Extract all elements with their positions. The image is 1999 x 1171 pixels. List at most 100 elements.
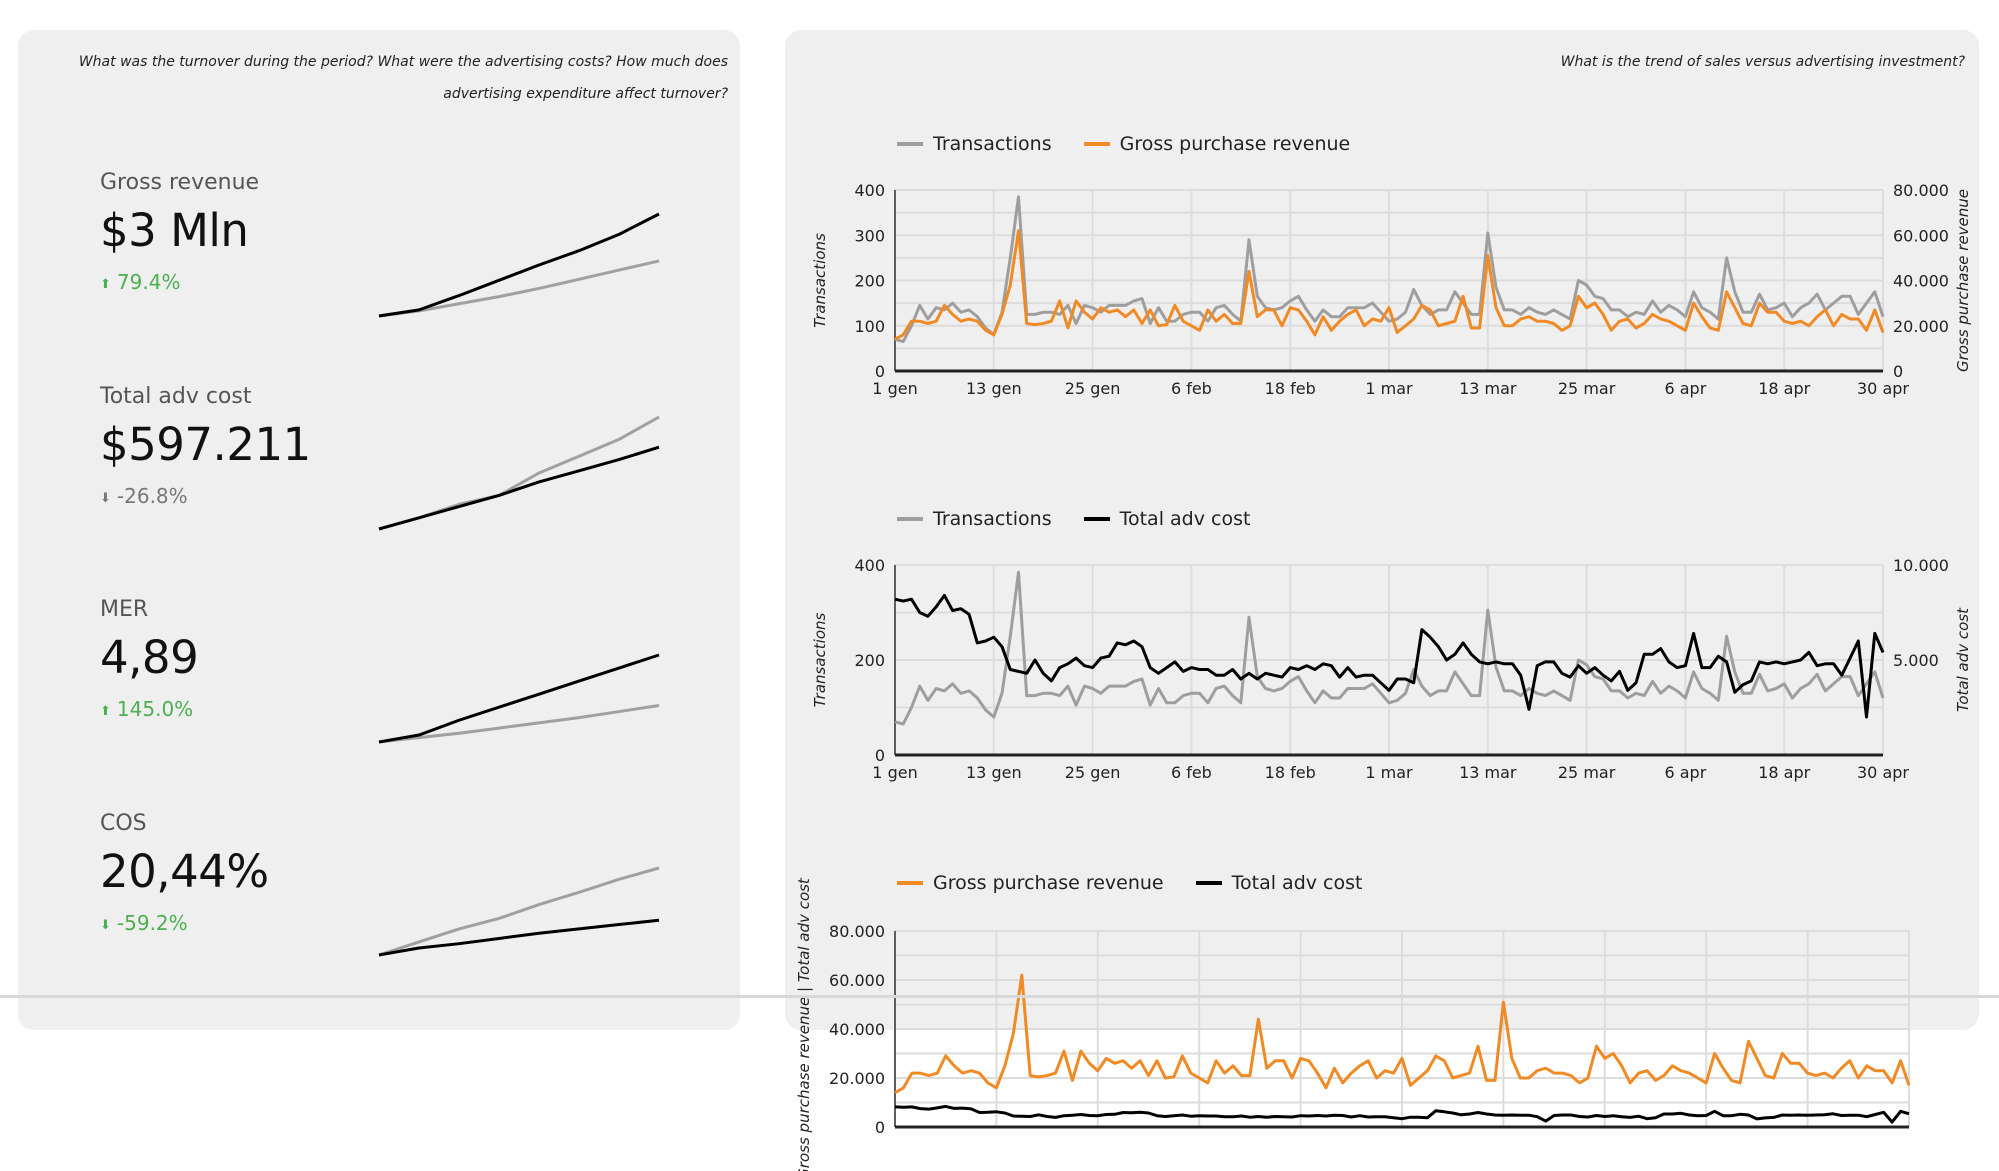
series-line-total-adv-cost (894, 593, 1885, 719)
x-tick-label: 25 gen (1065, 763, 1121, 782)
kpi-delta-value: 145.0% (116, 697, 194, 721)
kpi-value: 4,89 (100, 631, 199, 684)
y-axis-title: Transactions (811, 612, 829, 707)
y2-axis-title: Gross purchase revenue (1954, 189, 1972, 372)
left-panel-question: What was the turnover during the period?… (78, 54, 728, 102)
y2-tick-label: 80.000 (1893, 181, 1949, 200)
chart1-legend: Transactions Gross purchase revenue (897, 133, 1350, 155)
legend-swatch (897, 142, 923, 146)
series-line-transactions (894, 570, 1885, 726)
sparkline-current-period (378, 445, 660, 531)
sparkline-current-period (378, 653, 660, 744)
legend-item-transactions[interactable]: Transactions (897, 133, 1052, 155)
x-tick-label: 25 mar (1558, 379, 1616, 398)
sparkline-mer (378, 653, 660, 744)
legend-item-gross-purchase-revenue[interactable]: Gross purchase revenue (897, 872, 1164, 894)
sparkline-previous-period (378, 866, 660, 957)
kpi-delta: ⬇ -26.8% (100, 484, 188, 508)
y-tick-label: 200 (854, 651, 885, 670)
sparkline-previous-period (378, 703, 660, 744)
y-tick-label: 20.000 (829, 1069, 885, 1088)
kpi-gross-revenue: Gross revenue $3 Mln ⬆ 79.4% (100, 170, 740, 370)
kpi-delta-value: 79.4% (116, 270, 181, 294)
legend-label: Total adv cost (1231, 872, 1363, 894)
y2-tick-label: 60.000 (1893, 226, 1949, 245)
y-tick-label: 200 (854, 272, 885, 291)
legend-swatch (897, 881, 923, 885)
sparkline-gross-revenue (378, 212, 660, 318)
y-tick-label: 40.000 (829, 1020, 885, 1039)
sparkline-previous-period (378, 259, 660, 318)
x-tick-label: 1 mar (1365, 763, 1413, 782)
kpi-delta-value: -59.2% (116, 911, 188, 935)
right-panel-question: What is the trend of sales versus advert… (1560, 54, 1965, 70)
legend-label: Gross purchase revenue (933, 872, 1164, 894)
series-line-gross-purchase-revenue (894, 229, 1885, 341)
legend-swatch (1195, 881, 1222, 885)
legend-item-transactions[interactable]: Transactions (897, 508, 1052, 530)
x-tick-label: 13 mar (1459, 379, 1517, 398)
kpi-delta: ⬆ 79.4% (100, 270, 180, 294)
x-tick-label: 30 apr (1857, 379, 1909, 398)
y-tick-label: 100 (854, 317, 885, 336)
kpi-delta-value: -26.8% (116, 484, 188, 508)
legend-label: Transactions (933, 133, 1052, 155)
x-tick-label: 1 mar (1365, 379, 1413, 398)
sparkline-current-period (378, 918, 660, 957)
kpi-delta: ⬆ 145.0% (100, 697, 193, 721)
legend-label: Gross purchase revenue (1119, 133, 1351, 155)
legend-swatch (897, 517, 923, 521)
kpi-delta: ⬇ -59.2% (100, 911, 188, 935)
legend-label: Transactions (933, 508, 1052, 530)
arrow-down-icon: ⬇ (100, 918, 111, 933)
x-tick-label: 13 gen (966, 379, 1022, 398)
sparkline-total-adv-cost (378, 415, 660, 531)
x-tick-label: 6 feb (1171, 763, 1212, 782)
x-tick-label: 25 mar (1558, 763, 1616, 782)
y-tick-label: 60.000 (829, 971, 885, 990)
charts-panel: What is the trend of sales versus advert… (785, 30, 1979, 1030)
x-tick-label: 25 gen (1065, 379, 1121, 398)
x-tick-label: 6 feb (1171, 379, 1212, 398)
y-tick-label: 300 (854, 226, 885, 245)
chart-transactions-vs-adv-cost: 0 200 400 5.000 10.000 1 gen 13 gen 25 gen 6 feb… (811, 556, 1972, 782)
chart-revenue-vs-adv-cost: 0 20.000 40.000 60.000 80.000 Gross purchase … (795, 877, 1911, 1171)
x-tick-label: 18 feb (1265, 763, 1316, 782)
sparkline-previous-period (378, 415, 660, 531)
y-tick-label: 400 (854, 556, 885, 575)
x-tick-label: 13 mar (1459, 763, 1517, 782)
sparkline-current-period (378, 212, 660, 318)
legend-item-total-adv-cost[interactable]: Total adv cost (1083, 508, 1250, 530)
y2-tick-label: 20.000 (1893, 317, 1949, 336)
kpi-label: COS (100, 811, 147, 836)
x-tick-label: 6 apr (1664, 763, 1706, 782)
horizontal-scrollbar[interactable] (0, 995, 1999, 998)
kpi-panel: What was the turnover during the period?… (18, 30, 740, 1030)
kpi-label: Total adv cost (100, 384, 252, 409)
legend-swatch (1083, 517, 1110, 521)
y-tick-label: 400 (854, 181, 885, 200)
x-tick-label: 6 apr (1664, 379, 1706, 398)
y-axis-title: Gross purchase revenue | Total adv cost (795, 877, 813, 1171)
kpi-mer: MER 4,89 ⬆ 145.0% (100, 597, 740, 797)
kpi-value: 20,44% (100, 845, 269, 898)
x-tick-label: 1 gen (872, 763, 917, 782)
y2-axis-title: Total adv cost (1954, 607, 1972, 712)
y-tick-label: 0 (875, 362, 885, 381)
x-tick-label: 18 feb (1265, 379, 1316, 398)
kpi-cos: COS 20,44% ⬇ -59.2% (100, 811, 740, 1011)
chart2-legend: Transactions Total adv cost (897, 508, 1250, 530)
x-tick-label: 18 apr (1758, 379, 1810, 398)
arrow-up-icon: ⬆ (100, 704, 111, 719)
legend-item-total-adv-cost[interactable]: Total adv cost (1195, 872, 1363, 894)
kpi-value: $597.211 (100, 418, 311, 471)
legend-swatch (1083, 142, 1110, 146)
legend-item-gross-purchase-revenue[interactable]: Gross purchase revenue (1083, 133, 1351, 155)
x-tick-label: 1 gen (872, 379, 917, 398)
series-line-transactions (894, 195, 1885, 344)
x-tick-label: 18 apr (1758, 763, 1810, 782)
kpi-label: MER (100, 597, 149, 622)
kpi-label: Gross revenue (100, 170, 260, 195)
chart-transactions-vs-revenue: 0 100 200 300 400 0 20.000 40.000 60.000 80.000 1 … (811, 181, 1972, 398)
y2-tick-label: 10.000 (1893, 556, 1949, 575)
